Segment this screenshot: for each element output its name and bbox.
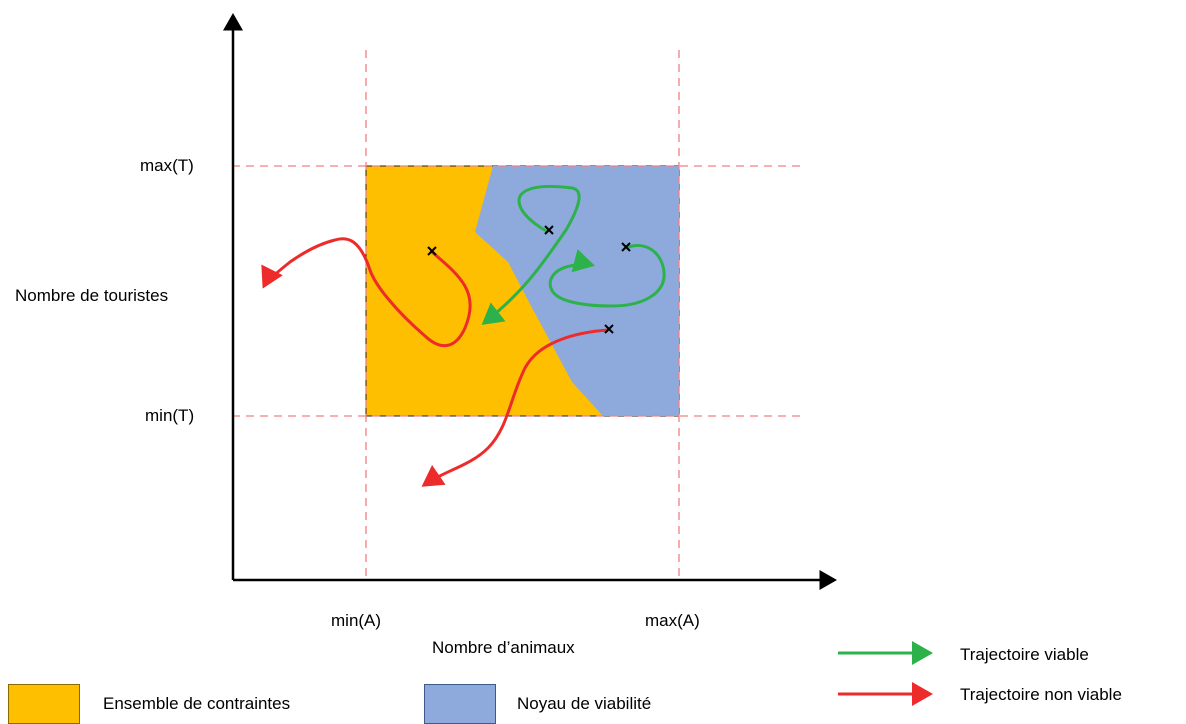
start-marker-4 — [604, 324, 614, 334]
start-markers — [427, 225, 631, 334]
viable-trajectory-2 — [548, 244, 666, 308]
viable-trajectory-1 — [481, 184, 581, 325]
x-axis-label: Nombre d’animaux — [432, 638, 575, 657]
legend-viable-label: Trajectoire viable — [960, 645, 1089, 664]
tick-min-a: min(A) — [331, 611, 382, 630]
tick-max-t: max(T) — [140, 156, 194, 175]
legend-kernel-label: Noyau de viabilité — [517, 694, 652, 713]
start-marker-3 — [621, 242, 631, 252]
non-viable-trajectory-1 — [261, 237, 472, 347]
start-marker-1 — [427, 246, 437, 256]
legend-constraint-swatch — [8, 684, 80, 724]
non-viable-trajectory-2 — [421, 328, 609, 487]
y-axis-label: Nombre de touristes — [15, 286, 169, 305]
tick-max-a: max(A) — [645, 611, 700, 630]
start-marker-2 — [544, 225, 554, 235]
guide-lines — [232, 50, 800, 580]
viability-kernel-region — [475, 166, 679, 416]
legend-constraint-label: Ensemble de contraintes — [103, 694, 291, 713]
legend-kernel-swatch — [424, 684, 496, 724]
tick-min-t: min(T) — [145, 406, 195, 425]
legend-non-viable-label: Trajectoire non viable — [960, 685, 1122, 704]
